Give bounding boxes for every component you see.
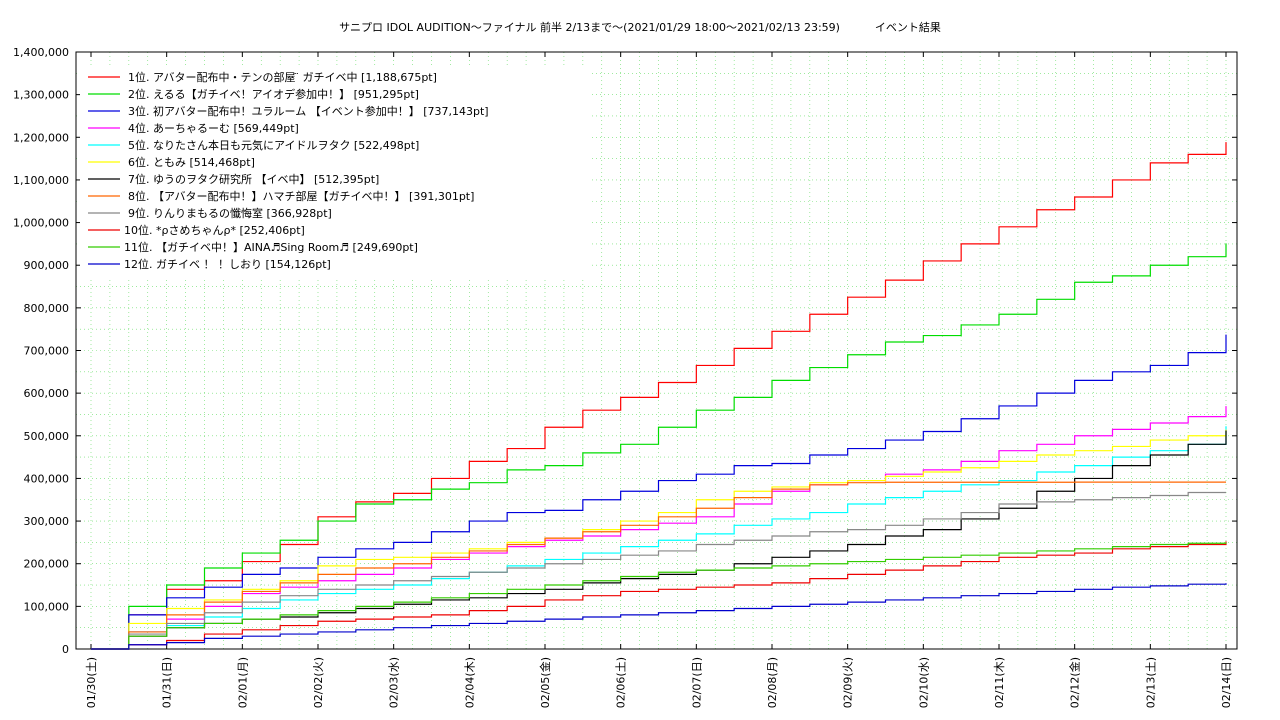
series-line-9 (91, 491, 1226, 650)
x-tick-label: 02/13(土) (1144, 657, 1157, 708)
x-tick-label: 01/30(土) (85, 657, 98, 708)
legend-entry: 9位. りんりまもるの懺悔室 [366,928pt] (128, 206, 332, 220)
chart-title: サニプロ IDOL AUDITION〜ファイナル 前半 2/13まで〜(2021… (339, 21, 941, 34)
y-tick-label: 800,000 (24, 302, 70, 315)
series-line-10 (91, 541, 1227, 650)
y-tick-label: 1,100,000 (13, 174, 69, 187)
x-axis: 01/30(土) 01/31(日) 02/01(月) 02/02(火) 02/03(水)… (85, 52, 1233, 708)
x-tick-label: 02/12(金) (1068, 657, 1082, 708)
legend: 1位. アバター配布中・テンの部屋 ̈ ガチイベ中 [1,188,675pt] 2… (80, 66, 590, 278)
x-tick-label: 02/11(木) (993, 657, 1006, 708)
y-tick-label: 1,400,000 (13, 46, 69, 59)
x-tick-label: 02/04(木) (463, 657, 476, 708)
y-tick-label: 0 (62, 643, 69, 656)
y-tick-label: 500,000 (24, 430, 70, 443)
legend-background (80, 66, 590, 278)
y-tick-label: 1,000,000 (13, 217, 69, 230)
y-tick-label: 600,000 (24, 387, 70, 400)
x-tick-label: 02/09(火) (842, 657, 855, 708)
legend-entry: 3位. 初アバター配布中！ユラルーム 【イベント参加中！】 [737,143pt… (128, 104, 489, 118)
grid (76, 52, 1237, 649)
x-tick-label: 02/08(月) (766, 657, 779, 708)
series-line-12 (91, 583, 1227, 650)
x-tick-label: 02/05(金) (538, 657, 552, 708)
legend-entry: 5位. なりたさん本日も元気にアイドルヲタク [522,498pt] (128, 138, 419, 152)
legend-entry: 7位. ゆうのヲタク研究所 【イベ中】 [512,395pt] (128, 172, 379, 186)
legend-entry: 12位. ガチイベ ！ ！しおり [154,126pt] (124, 257, 331, 271)
x-tick-label: 02/10(水) (917, 657, 930, 708)
legend-entry: 8位. 【アバター配布中！】ハマチ部屋【ガチイベ中！】 [391,301pt] (128, 189, 474, 203)
series-line-8 (91, 481, 1226, 650)
series-line-6 (91, 429, 1227, 650)
x-tick-label: 02/14(日) (1220, 657, 1233, 708)
x-tick-label: 02/01(月) (236, 657, 249, 708)
y-tick-label: 100,000 (24, 600, 70, 613)
series-line-5 (91, 426, 1227, 650)
legend-entry: 10位. *ρさめちゃんρ* [252,406pt] (124, 223, 305, 237)
y-tick-label: 900,000 (24, 259, 70, 272)
legend-entry: 4位. あーちゃるーむ [569,449pt] (128, 121, 299, 135)
series-lines (91, 142, 1227, 650)
legend-entry: 6位. ともみ [514,468pt] (128, 155, 255, 169)
series-line-2 (91, 243, 1227, 650)
y-tick-label: 1,200,000 (13, 131, 69, 144)
x-tick-label: 02/02(火) (312, 657, 325, 708)
legend-entry: 11位. 【ガチイベ中！】AINA♬Sing Room♬ [249,690pt] (124, 240, 418, 254)
x-tick-label: 01/31(日) (161, 657, 174, 708)
legend-entry: 1位. アバター配布中・テンの部屋 ̈ ガチイベ中 [1,188,675pt] (128, 70, 437, 84)
series-line-3 (91, 334, 1227, 650)
x-tick-label: 02/03(水) (388, 657, 401, 708)
y-tick-label: 200,000 (24, 558, 70, 571)
y-tick-label: 700,000 (24, 345, 70, 358)
y-axis: 0 100,000 200,000 300,000 400,000 500,000 600,… (13, 46, 1237, 656)
x-tick-label: 02/06(土) (615, 657, 628, 708)
y-tick-label: 400,000 (24, 472, 70, 485)
y-tick-label: 1,300,000 (13, 89, 69, 102)
legend-entry: 2位. えるる【ガチイベ！アイオデ参加中！】 [951,295pt] (128, 87, 419, 101)
x-tick-label: 02/07(日) (690, 657, 703, 708)
series-line-11 (91, 542, 1227, 650)
y-tick-label: 300,000 (24, 515, 70, 528)
